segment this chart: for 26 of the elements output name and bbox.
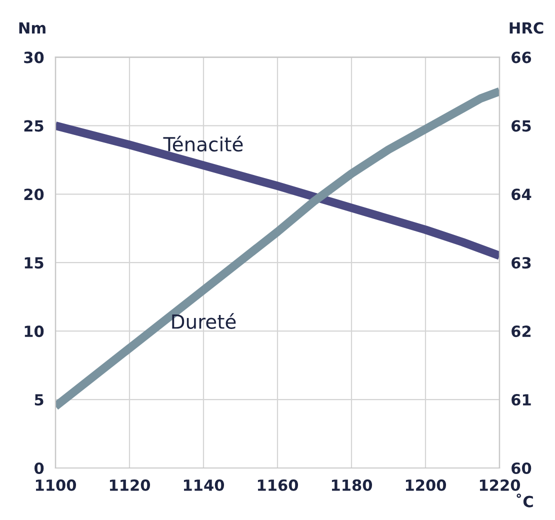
y2-tick-label: 65 [512, 120, 531, 132]
x-tick-label: 1160 [258, 479, 298, 491]
y2-tick-label: 66 [512, 52, 532, 64]
x-tick-label: 1100 [36, 479, 76, 491]
y-tick-label: 30 [24, 52, 44, 64]
y2-tick-label: 63 [512, 257, 531, 269]
x-axis-title: ˚C [516, 494, 533, 508]
y-tick-label: 5 [34, 394, 44, 406]
y-tick-label: 20 [24, 188, 44, 200]
y-tick-label: 0 [34, 462, 44, 474]
series-label: Ténacité [163, 136, 243, 152]
series-label: Dureté [172, 313, 236, 329]
y2-tick-label: 61 [512, 394, 531, 406]
x-tick-label: 1140 [184, 479, 224, 491]
y2-axis-title: HRC [510, 22, 544, 34]
x-tick-label: 1200 [406, 479, 446, 491]
y-tick-label: 15 [24, 257, 44, 269]
y-tick-label: 10 [24, 326, 44, 338]
x-tick-label: 1220 [480, 479, 520, 491]
y-tick-label: 25 [24, 120, 44, 132]
y-axis-title: Nm [19, 22, 46, 34]
y2-tick-label: 60 [512, 462, 532, 474]
x-tick-label: 1180 [332, 479, 372, 491]
y2-tick-label: 62 [512, 326, 531, 338]
x-tick-label: 1120 [110, 479, 150, 491]
y2-tick-label: 64 [512, 188, 532, 200]
